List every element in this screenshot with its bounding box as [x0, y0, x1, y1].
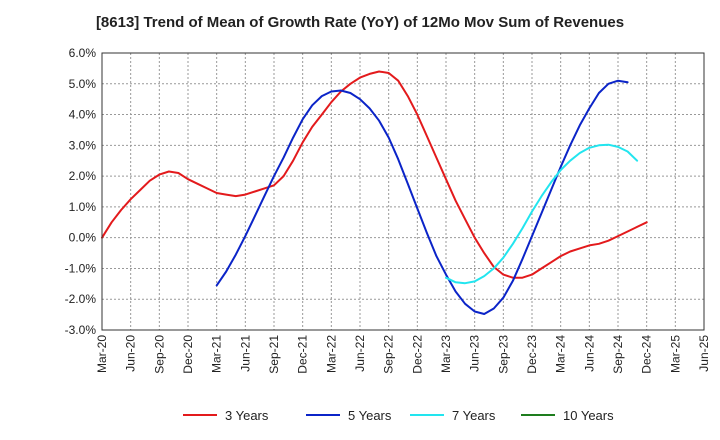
y-tick-label: -2.0%	[65, 292, 97, 306]
y-axis: -3.0% -2.0% -1.0% 0.0% 1.0% 2.0% 3.0% 4.0% 5.0% 6…	[65, 46, 97, 337]
x-tick-label: Mar-25	[668, 335, 682, 373]
x-tick-label: Mar-21	[210, 335, 224, 373]
x-tick-label: Sep-24	[611, 335, 625, 374]
plot-background	[102, 53, 704, 330]
x-tick-label: Dec-23	[525, 335, 539, 374]
series-line-3-years	[101, 70, 648, 279]
series-lines	[101, 70, 648, 315]
x-tick-label: Jun-22	[353, 335, 367, 372]
legend: 3 Years 5 Years 7 Years 10 Years	[183, 408, 614, 423]
y-tick-label: 5.0%	[69, 77, 97, 91]
y-tick-label: 2.0%	[69, 169, 97, 183]
y-tick-label: 4.0%	[69, 108, 97, 122]
chart-title: [8613] Trend of Mean of Growth Rate (YoY…	[95, 14, 625, 31]
x-tick-label: Sep-20	[152, 335, 166, 374]
x-tick-label: Jun-23	[468, 335, 482, 372]
plot-border	[101, 52, 705, 331]
x-tick-label: Mar-20	[95, 335, 109, 373]
legend-label-10-years: 10 Years	[563, 408, 614, 423]
x-tick-label: Jun-24	[582, 335, 596, 372]
y-tick-label: 0.0%	[69, 231, 97, 245]
x-tick-label: Sep-22	[382, 335, 396, 374]
x-tick-label: Jun-21	[238, 335, 252, 372]
x-tick-label: Jun-20	[124, 335, 138, 372]
y-tick-label: 6.0%	[69, 46, 97, 60]
x-tick-label: Dec-24	[640, 335, 654, 374]
x-tick-label: Dec-22	[410, 335, 424, 374]
legend-label-5-years: 5 Years	[348, 408, 392, 423]
legend-label-7-years: 7 Years	[452, 408, 496, 423]
x-tick-label: Jun-25	[697, 335, 711, 372]
x-tick-label: Mar-22	[324, 335, 338, 373]
x-tick-label: Sep-23	[496, 335, 510, 374]
y-tick-label: 1.0%	[69, 200, 97, 214]
x-tick-label: Dec-21	[296, 335, 310, 374]
y-tick-label: 3.0%	[69, 138, 97, 152]
x-tick-label: Dec-20	[181, 335, 195, 374]
legend-label-3-years: 3 Years	[225, 408, 269, 423]
x-axis: Mar-20 Jun-20 Sep-20 Dec-20 Mar-21 Jun-21 Sep-…	[95, 335, 711, 374]
y-tick-label: -1.0%	[65, 261, 97, 275]
series-line-7-years	[445, 143, 639, 285]
x-tick-label: Mar-23	[439, 335, 453, 373]
x-tick-label: Mar-24	[554, 335, 568, 373]
y-tick-label: -3.0%	[65, 323, 97, 337]
x-tick-label: Sep-21	[267, 335, 281, 374]
